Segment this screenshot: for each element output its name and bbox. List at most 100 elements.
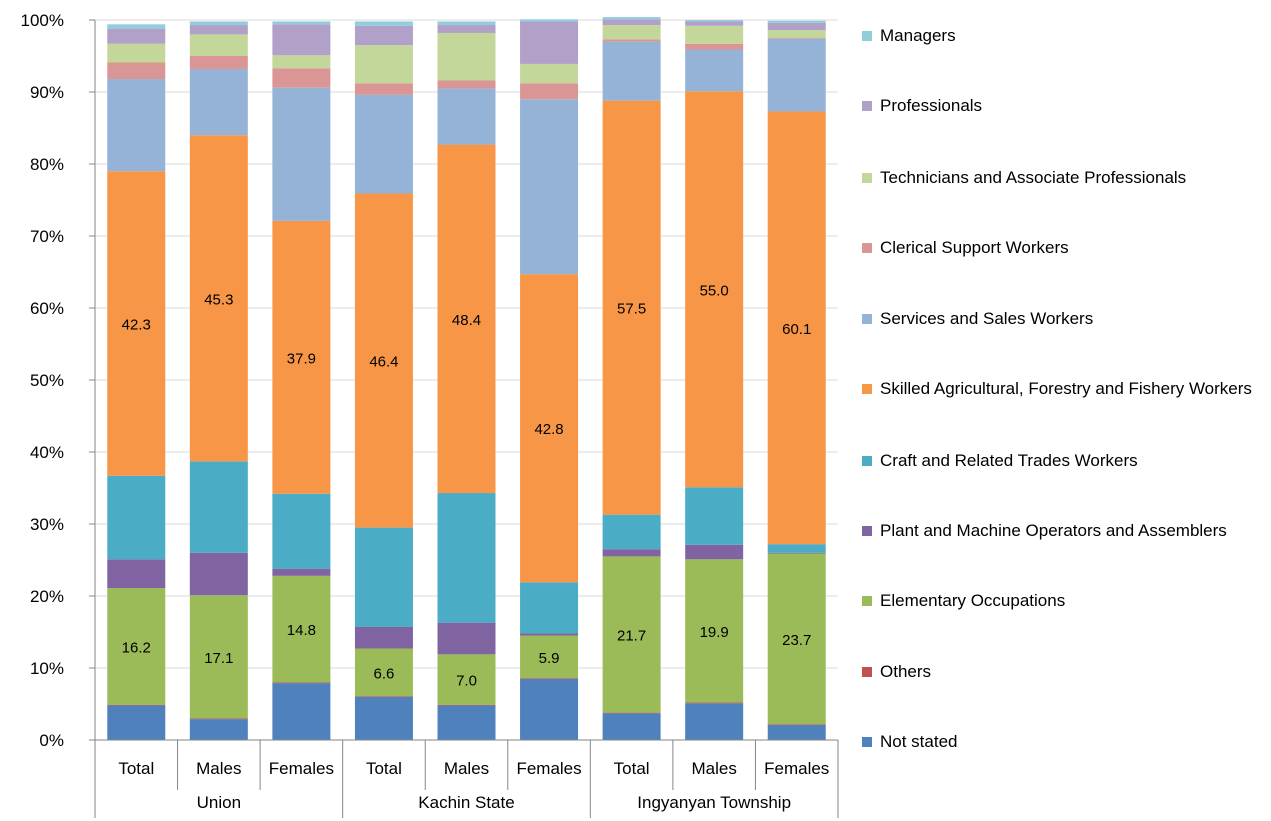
legend-item: Plant and Machine Operators and Assemble… xyxy=(862,520,1260,541)
data-label: 19.9 xyxy=(700,624,729,641)
bar-segment xyxy=(685,544,744,560)
bar-segment xyxy=(685,559,744,703)
legend-swatch xyxy=(862,243,872,253)
legend-swatch xyxy=(862,31,872,41)
x-group-label: Ingyanyan Township xyxy=(637,793,791,812)
data-label: 37.9 xyxy=(287,350,316,367)
legend-swatch xyxy=(862,667,872,677)
bar-segment xyxy=(437,705,496,740)
y-tick-label: 0% xyxy=(39,731,64,750)
bar-segment xyxy=(189,719,248,740)
x-category-label: Females xyxy=(269,759,334,778)
bar-segment xyxy=(767,552,826,554)
bar-segment xyxy=(354,193,413,528)
bar-segment xyxy=(354,626,413,649)
bar-segment xyxy=(189,21,248,26)
bar-segment xyxy=(107,79,166,172)
bar-segment xyxy=(767,544,826,553)
legend-swatch xyxy=(862,101,872,111)
bar-segment xyxy=(272,55,331,69)
x-category-label: Males xyxy=(691,759,736,778)
legend-item: Skilled Agricultural, Forestry and Fishe… xyxy=(862,378,1260,399)
bar-segment xyxy=(520,635,579,679)
bar-segment xyxy=(189,595,248,719)
data-label: 14.8 xyxy=(287,622,316,639)
x-category-label: Total xyxy=(118,759,154,778)
bar-segment xyxy=(602,17,661,20)
bar-segment xyxy=(354,527,413,627)
bar-segment xyxy=(354,94,413,194)
legend-label: Plant and Machine Operators and Assemble… xyxy=(880,521,1227,540)
data-label: 55.0 xyxy=(700,282,729,299)
bar-stacks xyxy=(107,17,826,740)
bar-segment xyxy=(107,704,166,706)
legend-swatch xyxy=(862,737,872,747)
legend-label: Professionals xyxy=(880,96,983,115)
bar-segment xyxy=(602,713,661,740)
legend-label: Managers xyxy=(880,26,956,45)
bar-segment xyxy=(437,32,496,81)
bar-segment xyxy=(272,682,331,684)
bar-segment xyxy=(354,696,413,740)
bar-segment xyxy=(602,39,661,42)
bar-segment xyxy=(767,30,826,38)
bar-segment xyxy=(767,38,826,39)
bar-segment xyxy=(437,25,496,33)
x-category-label: Total xyxy=(614,759,650,778)
legend-item: Professionals xyxy=(862,95,1260,116)
bar-segment xyxy=(767,22,826,31)
data-label: 42.8 xyxy=(534,421,563,438)
bar-segment xyxy=(602,556,661,713)
legend-item: Clerical Support Workers xyxy=(862,237,1260,258)
legend-swatch xyxy=(862,384,872,394)
bar-segment xyxy=(602,25,661,40)
bar-segment xyxy=(767,20,826,23)
axes xyxy=(89,19,839,818)
data-label: 17.1 xyxy=(204,650,233,667)
x-group-label: Union xyxy=(197,793,241,812)
bar-segment xyxy=(107,588,166,705)
legend-label: Skilled Agricultural, Forestry and Fishe… xyxy=(880,379,1252,398)
data-label: 23.7 xyxy=(782,632,811,649)
x-category-label: Females xyxy=(516,759,581,778)
bar-segment xyxy=(189,552,248,596)
legend-label: Craft and Related Trades Workers xyxy=(880,451,1138,470)
bar-segment xyxy=(602,549,661,557)
bar-segment xyxy=(767,111,826,545)
y-tick-label: 30% xyxy=(30,515,64,534)
y-tick-label: 50% xyxy=(30,371,64,390)
bar-segment xyxy=(685,91,744,488)
bar-segment xyxy=(437,88,496,145)
y-tick-label: 80% xyxy=(30,155,64,174)
bar-segment xyxy=(602,19,661,26)
bar-segment xyxy=(272,493,331,569)
bar-segment xyxy=(107,43,166,63)
bar-segment xyxy=(189,68,248,136)
data-label: 48.4 xyxy=(452,312,481,329)
bar-segment xyxy=(520,678,579,679)
bar-segment xyxy=(685,487,744,545)
x-category-label: Females xyxy=(764,759,829,778)
bar-segment xyxy=(107,62,166,80)
bar-segment xyxy=(685,49,744,92)
bar-segment xyxy=(602,41,661,101)
bar-segment xyxy=(437,21,496,26)
legend-label: Clerical Support Workers xyxy=(880,238,1069,257)
bar-segment xyxy=(520,678,579,740)
data-label: 21.7 xyxy=(617,628,646,645)
bar-segment xyxy=(354,21,413,26)
data-label: 7.0 xyxy=(456,673,477,690)
bar-segment xyxy=(272,87,331,221)
bar-segment xyxy=(272,568,331,576)
bar-segment xyxy=(437,704,496,706)
bar-segment xyxy=(437,80,496,89)
y-tick-label: 70% xyxy=(30,227,64,246)
bar-segment xyxy=(354,648,413,697)
bar-segment xyxy=(437,654,496,705)
legend-swatch xyxy=(862,314,872,324)
data-label: 42.3 xyxy=(122,316,151,333)
bar-segment xyxy=(107,171,166,476)
bar-segment xyxy=(685,702,744,704)
bar-segment xyxy=(272,575,331,683)
bar-segment xyxy=(354,25,413,46)
